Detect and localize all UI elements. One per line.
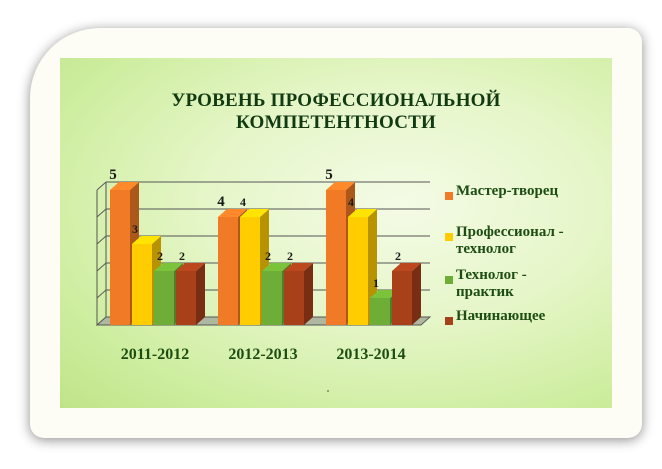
data-label: 3 — [132, 222, 138, 236]
bar-top — [262, 263, 291, 271]
legend-label-technologist-line-1: Технолог - — [456, 267, 527, 283]
gridline-side — [96, 181, 107, 191]
bar-top — [154, 263, 183, 271]
gridline-side — [96, 289, 107, 299]
bar — [348, 217, 368, 325]
data-label: 5 — [109, 167, 117, 183]
x-tick-label: 2011-2012 — [121, 346, 189, 363]
bar-top — [110, 182, 139, 190]
bar — [284, 271, 304, 325]
bar-side — [412, 263, 421, 325]
bar-top — [218, 209, 247, 217]
legend-swatch-beginner — [445, 317, 453, 325]
legend-label-beginner-line-1: Начинающее — [456, 308, 546, 324]
bar — [176, 271, 196, 325]
chart-title-line-1: УРОВЕНЬ ПРОФЕССИОНАЛЬНОЙ — [171, 90, 501, 111]
bar-top — [240, 209, 269, 217]
data-label: 2 — [395, 249, 401, 263]
legend-swatch-professional — [445, 233, 453, 241]
data-label: 4 — [348, 195, 354, 209]
data-label: 2 — [287, 249, 293, 263]
bar — [154, 271, 174, 325]
data-label: 2 — [157, 249, 163, 263]
x-tick-label: 2013-2014 — [336, 346, 405, 363]
x-tick-label: 2012-2013 — [228, 346, 297, 363]
legend-label-professional-line-2: технолог — [456, 241, 516, 257]
data-label: 2 — [265, 249, 271, 263]
bar — [132, 244, 152, 325]
bar-side — [304, 263, 313, 325]
data-label: 4 — [217, 194, 225, 210]
legend-label-professional-line-1: Профессионал - — [456, 224, 564, 240]
data-label: 1 — [373, 276, 379, 290]
bar — [240, 217, 260, 325]
bar — [262, 271, 282, 325]
bar-top — [176, 263, 205, 271]
gridline-side — [96, 262, 107, 272]
bar — [392, 271, 412, 325]
bar-top — [132, 236, 161, 244]
gridline-side — [96, 235, 107, 245]
chart-title-line-2: КОМПЕТЕНТНОСТИ — [235, 112, 437, 133]
data-label: 5 — [325, 167, 333, 183]
legend-label-master-line-1: Мастер-творец — [456, 183, 559, 199]
data-label: 4 — [240, 195, 246, 209]
legend-swatch-technologist — [445, 276, 453, 284]
bar-top — [392, 263, 421, 271]
bar — [370, 298, 390, 325]
chart-title: УРОВЕНЬ ПРОФЕССИОНАЛЬНОЙ КОМПЕТЕНТНОСТИ — [60, 90, 612, 134]
bar-top — [326, 182, 355, 190]
bar-side — [196, 263, 205, 325]
gridline-side — [96, 208, 107, 218]
bar — [326, 190, 346, 325]
bar — [218, 217, 238, 325]
data-label: 2 — [179, 249, 185, 263]
bar-top — [370, 290, 399, 298]
legend-swatch-master — [445, 192, 453, 200]
legend-label-technologist-line-2: практик — [456, 284, 514, 300]
stray-dot — [327, 390, 329, 392]
bar-top — [284, 263, 313, 271]
bar-top — [348, 209, 377, 217]
bar — [110, 190, 130, 325]
